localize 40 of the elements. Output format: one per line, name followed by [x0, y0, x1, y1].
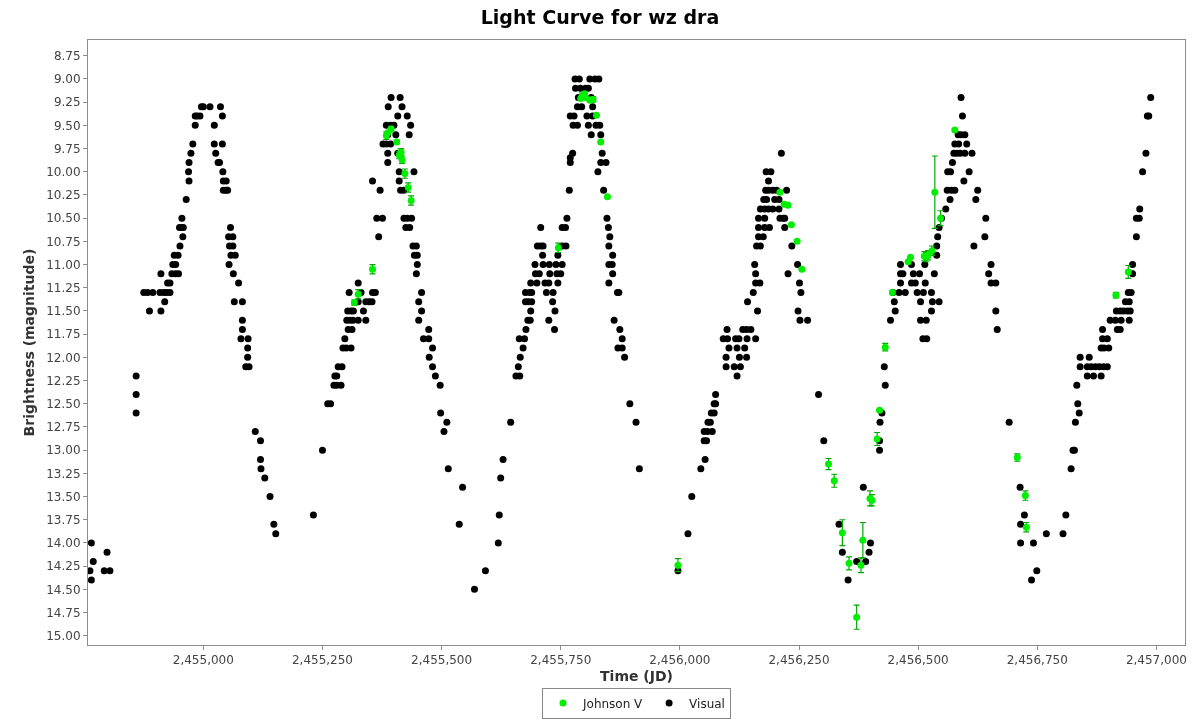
y-tick-label: 10.75 — [46, 234, 81, 249]
y-tick-label: 13.75 — [46, 512, 81, 527]
y-tick-label: 11.25 — [46, 280, 81, 295]
y-tick-label: 13.00 — [46, 443, 81, 458]
y-tick-label: 13.25 — [46, 466, 81, 481]
y-tick-label: 12.75 — [46, 420, 81, 435]
x-tick-label: 2,455,750 — [530, 653, 592, 668]
y-tick-label: 11.00 — [46, 257, 81, 272]
y-tick-label: 12.50 — [46, 396, 81, 411]
x-tick-label: 2,455,250 — [291, 653, 353, 668]
y-tick-label: 9.50 — [53, 118, 81, 133]
y-tick-label: 8.75 — [53, 48, 81, 63]
y-axis-title: Brightness (magnitude) — [20, 248, 37, 437]
y-tick-label: 14.00 — [46, 536, 81, 551]
y-tick-label: 15.00 — [46, 628, 81, 643]
y-tick-label: 14.25 — [46, 559, 81, 574]
y-tick-label: 13.50 — [46, 489, 81, 504]
x-tick-label: 2,456,000 — [649, 653, 711, 668]
chart-title: Light Curve for wz dra — [480, 6, 720, 29]
x-tick-label: 2,456,500 — [887, 653, 949, 668]
y-tick-label: 12.00 — [46, 350, 81, 365]
y-tick-label: 9.25 — [53, 95, 81, 110]
y-tick-label: 11.50 — [46, 304, 81, 319]
y-tick-label: 10.25 — [46, 188, 81, 203]
y-tick-label: 11.75 — [46, 327, 81, 342]
x-axis-title: Time (JD) — [600, 667, 673, 684]
x-tick-label: 2,456,750 — [1006, 653, 1068, 668]
y-tick-label: 14.50 — [46, 582, 81, 597]
legend-label: Visual — [689, 696, 725, 711]
x-tick-label: 2,455,500 — [411, 653, 473, 668]
x-tick-label: 2,455,000 — [172, 653, 234, 668]
y-tick-label: 9.00 — [53, 72, 81, 87]
y-tick-label: 14.75 — [46, 605, 81, 620]
x-tick-label: 2,457,000 — [1125, 653, 1187, 668]
y-tick-label: 10.00 — [46, 164, 81, 179]
x-tick-label: 2,456,250 — [768, 653, 830, 668]
legend-label: Johnson V — [582, 696, 644, 711]
y-tick-label: 10.50 — [46, 211, 81, 226]
y-tick-label: 9.75 — [53, 141, 81, 156]
y-tick-label: 12.25 — [46, 373, 81, 388]
